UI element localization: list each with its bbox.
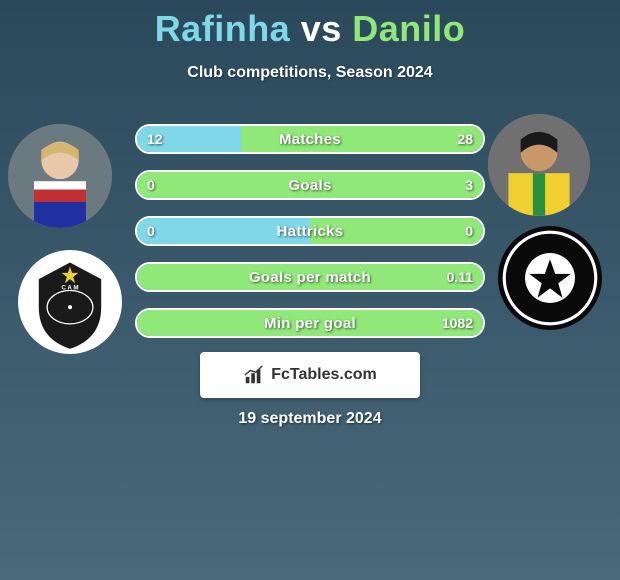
stat-left-value: 0 [147, 177, 155, 193]
player1-club-logo: C A M [18, 250, 122, 354]
stat-label: Min per goal [264, 315, 356, 332]
stat-left-value: 0 [147, 223, 155, 239]
chart-icon [243, 364, 265, 386]
player1-avatar [8, 124, 112, 228]
stat-left-value: 12 [147, 131, 163, 147]
vs-text: vs [301, 8, 342, 49]
comparison-bars: 12 28 Matches 0 3 Goals 0 0 Hattricks 0.11 Goals p… [135, 124, 485, 354]
stat-row: 1082 Min per goal [135, 308, 485, 338]
stat-label: Matches [279, 131, 341, 148]
svg-text:C A M: C A M [61, 285, 78, 292]
stat-right-value: 1082 [442, 315, 473, 331]
stat-label: Goals per match [249, 269, 371, 286]
player2-avatar [488, 114, 590, 216]
stat-row: 0 3 Goals [135, 170, 485, 200]
subtitle: Club competitions, Season 2024 [0, 64, 620, 82]
stat-row: 12 28 Matches [135, 124, 485, 154]
stat-label: Goals [288, 177, 331, 194]
stat-right-value: 0.11 [447, 269, 473, 285]
branding-text: FcTables.com [271, 366, 377, 384]
stat-row: 0.11 Goals per match [135, 262, 485, 292]
player1-name: Rafinha [155, 8, 291, 49]
branding-box: FcTables.com [200, 352, 420, 398]
stat-right-value: 3 [465, 177, 473, 193]
player2-club-logo [498, 226, 602, 330]
bar-fill-right [241, 126, 483, 152]
comparison-title: Rafinha vs Danilo [0, 0, 620, 50]
stat-row: 0 0 Hattricks [135, 216, 485, 246]
stat-right-value: 0 [465, 223, 473, 239]
stat-label: Hattricks [277, 223, 344, 240]
stat-right-value: 28 [457, 131, 473, 147]
footer-date: 19 september 2024 [0, 410, 620, 428]
player2-name: Danilo [352, 8, 465, 49]
